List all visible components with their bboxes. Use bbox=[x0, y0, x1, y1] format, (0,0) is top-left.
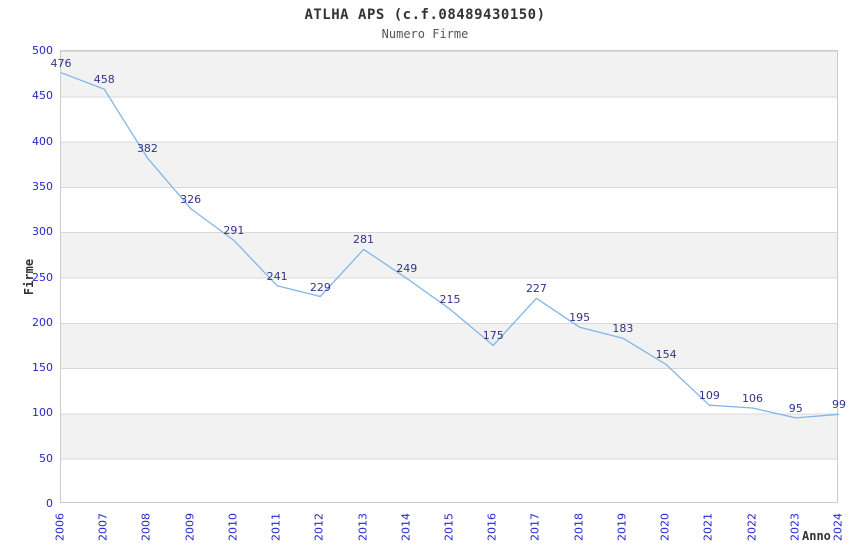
x-tick-label: 2022 bbox=[745, 513, 759, 541]
data-point-label: 106 bbox=[742, 391, 764, 405]
x-tick-label: 2012 bbox=[312, 513, 326, 541]
x-tick-label: 2019 bbox=[615, 513, 629, 541]
data-point-label: 95 bbox=[788, 401, 803, 415]
x-tick-label: 2020 bbox=[658, 513, 672, 541]
data-point-label: 476 bbox=[50, 56, 72, 70]
data-point-label: 175 bbox=[482, 329, 504, 343]
data-point-label: 382 bbox=[136, 141, 158, 155]
data-point-label: 291 bbox=[223, 224, 245, 238]
y-tick-label: 250 bbox=[32, 270, 53, 284]
data-point-label: 154 bbox=[655, 348, 677, 362]
data-point-label: 249 bbox=[396, 262, 418, 276]
x-tick-label: 2007 bbox=[96, 513, 110, 541]
data-point-label: 195 bbox=[569, 311, 591, 325]
x-tick-label: 2021 bbox=[701, 513, 715, 541]
x-tick-label: 2016 bbox=[485, 513, 499, 541]
data-point-label: 99 bbox=[832, 398, 846, 412]
x-axis-title: Anno bbox=[802, 529, 831, 543]
y-tick-label: 400 bbox=[32, 134, 53, 148]
x-tick-label: 2014 bbox=[399, 513, 413, 541]
y-tick-label: 200 bbox=[32, 315, 53, 329]
x-tick-label: 2017 bbox=[528, 513, 542, 541]
y-tick-label: 350 bbox=[32, 179, 53, 193]
chart-title: ATLHA APS (c.f.08489430150) bbox=[304, 7, 546, 23]
plot-area: 476 458 382 326 291 241 229 281 249 215 175 227 195 1… bbox=[51, 50, 846, 503]
data-point-label: 227 bbox=[525, 282, 547, 296]
series-line bbox=[60, 72, 840, 419]
y-tick-label: 0 bbox=[46, 497, 53, 510]
data-point-label: 183 bbox=[612, 322, 634, 336]
x-tick-label: 2009 bbox=[183, 513, 197, 541]
series-svg bbox=[60, 72, 840, 419]
x-tick-label: 2015 bbox=[442, 513, 456, 541]
data-point-label: 458 bbox=[93, 73, 115, 87]
data-point-label: 326 bbox=[180, 192, 202, 206]
x-tick-label: 2018 bbox=[572, 513, 586, 541]
y-tick-label: 500 bbox=[32, 44, 53, 57]
x-tick-label: 2023 bbox=[788, 513, 802, 541]
x-tick-label: 2010 bbox=[226, 513, 240, 541]
x-tick-label: 2013 bbox=[356, 513, 370, 541]
y-tick-label: 300 bbox=[32, 225, 53, 239]
x-tick-label: 2006 bbox=[53, 513, 67, 541]
data-point-label: 241 bbox=[266, 269, 288, 283]
x-tick-label: 2024 bbox=[831, 513, 845, 541]
chart-subtitle: Numero Firme bbox=[381, 27, 469, 41]
y-tick-label: 100 bbox=[32, 406, 53, 420]
data-point-label: 109 bbox=[698, 389, 720, 403]
y-tick-label: 450 bbox=[32, 89, 53, 103]
data-point-label: 215 bbox=[439, 293, 461, 307]
y-tick-label: 50 bbox=[39, 451, 53, 465]
x-tick-label: 2008 bbox=[139, 513, 153, 541]
data-point-label: 281 bbox=[353, 233, 375, 247]
y-tick-label: 150 bbox=[32, 361, 53, 375]
data-point-label: 229 bbox=[309, 280, 331, 294]
x-tick-label: 2011 bbox=[269, 513, 283, 541]
